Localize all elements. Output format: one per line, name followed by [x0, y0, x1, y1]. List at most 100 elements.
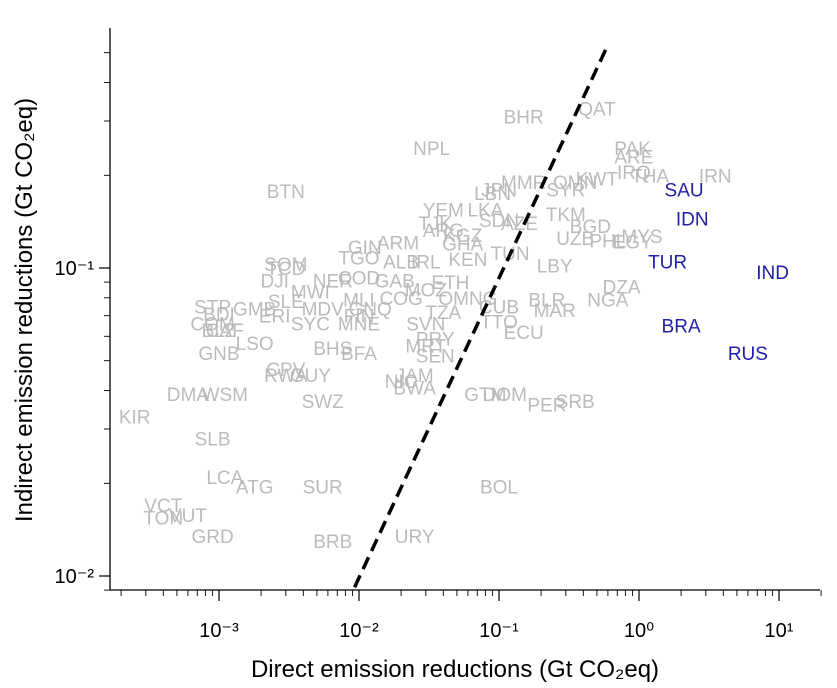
point-label-irq: IRQ	[617, 163, 651, 184]
point-label-nga: NGA	[587, 291, 629, 312]
point-label-rus: RUS	[728, 344, 768, 365]
x-axis-title: Direct emission reductions (Gt CO₂eq)	[251, 656, 659, 683]
point-label-lso: LSO	[236, 334, 274, 355]
point-label-guy: GUY	[290, 366, 332, 387]
point-label-mdv: MDV	[302, 299, 345, 320]
point-label-phl: PHL	[589, 231, 626, 252]
point-label-bdi: BDI	[203, 305, 235, 326]
point-label-idn: IDN	[676, 209, 709, 230]
point-label-ury: URY	[395, 527, 435, 548]
y-tick-label: 10⁻¹	[55, 258, 95, 280]
point-label-gha: GHA	[442, 235, 484, 256]
point-label-bra: BRA	[662, 317, 701, 338]
point-label-vut: VUT	[169, 506, 207, 527]
point-label-sur: SUR	[303, 478, 343, 499]
point-label-tur: TUR	[648, 253, 687, 274]
ticks-layer	[99, 52, 822, 601]
point-label-per: PER	[527, 396, 566, 417]
point-label-tha: THA	[631, 166, 669, 187]
point-label-gnb: GNB	[198, 344, 239, 365]
point-label-tto: TTO	[480, 313, 518, 334]
x-tick-label: 10⁰	[624, 620, 654, 642]
point-label-dom: DOM	[483, 385, 527, 406]
point-label-alb: ALB	[383, 253, 419, 274]
point-label-blz: BLZ	[202, 321, 237, 342]
axes-layer	[109, 28, 820, 591]
point-label-qat: QAT	[578, 99, 616, 120]
point-label-dza: DZA	[603, 278, 641, 299]
point-label-pry: PRY	[416, 330, 455, 351]
point-label-sen: SEN	[416, 347, 455, 368]
point-label-lka: LKA	[467, 200, 503, 221]
point-label-com: COM	[190, 315, 234, 336]
point-label-blr: BLR	[528, 291, 565, 312]
point-label-mar: MAR	[534, 301, 576, 322]
point-label-tcd: TCD	[266, 259, 305, 280]
point-label-cog: COG	[379, 289, 422, 310]
x-tick-label: 10⁻³	[199, 620, 239, 642]
y-axis-title: Indirect emission reductions (Gt CO₂eq)	[11, 98, 38, 522]
point-label-fin: FIN	[344, 307, 375, 328]
point-label-wsm: WSM	[202, 385, 248, 406]
point-label-sle: SLE	[268, 292, 304, 313]
point-label-svn: SVN	[406, 315, 445, 336]
point-label-tgo: TGO	[338, 249, 379, 270]
point-label-btn: BTN	[267, 182, 305, 203]
point-label-bwa: BWA	[393, 378, 436, 399]
point-label-som: SOM	[264, 255, 307, 276]
y-tick-label: 10⁻²	[55, 566, 95, 588]
point-label-grd: GRD	[191, 527, 233, 548]
point-label-cod: COD	[338, 269, 380, 290]
point-label-syc: SYC	[291, 315, 330, 336]
point-label-omng: OMNG	[438, 289, 497, 310]
point-label-dji: DJI	[260, 272, 289, 293]
point-label-kgz: KGZ	[443, 226, 482, 247]
point-label-tjk: TJK	[418, 214, 452, 235]
point-label-syr: SYR	[546, 180, 585, 201]
point-label-kir: KIR	[119, 407, 151, 428]
point-label-uzb: UZB	[556, 229, 594, 250]
point-label-bhs: BHS	[313, 339, 352, 360]
point-label-yem: YEM	[423, 200, 464, 221]
point-label-ton: TON	[143, 508, 183, 529]
point-label-jpn: JPN	[481, 180, 517, 201]
point-label-dma: DMA	[167, 385, 210, 406]
point-label-bol: BOL	[480, 478, 518, 499]
point-label-gtm: GTM	[464, 385, 506, 406]
point-label-ken: KEN	[448, 250, 487, 271]
point-label-sdn: SDN	[479, 211, 519, 232]
point-label-gin: GIN	[348, 238, 382, 259]
point-label-stp: STP	[194, 298, 231, 319]
point-label-vct: VCT	[144, 496, 182, 517]
point-label-mwi: MWI	[291, 282, 330, 303]
point-label-mys: MYS	[621, 227, 662, 248]
point-label-mrt: MRT	[405, 337, 446, 358]
point-label-pak: PAK	[614, 139, 651, 160]
point-label-moz: MOZ	[405, 281, 448, 302]
point-label-arg: ARG	[423, 221, 464, 242]
point-label-bfa: BFA	[341, 344, 377, 365]
point-label-lca: LCA	[206, 468, 243, 489]
point-label-egy: EGY	[613, 232, 653, 253]
point-label-atg: ATG	[236, 478, 274, 499]
point-label-sau: SAU	[665, 180, 704, 201]
point-label-srb: SRB	[556, 392, 595, 413]
point-label-eri: ERI	[259, 307, 291, 328]
point-label-rwa: RWA	[264, 366, 308, 387]
point-label-mne: MNE	[338, 315, 380, 336]
point-label-irl: IRL	[411, 253, 441, 274]
x-tick-label: 10⁻¹	[479, 620, 519, 642]
point-label-brb: BRB	[313, 532, 352, 553]
point-label-irn: IRN	[699, 166, 732, 187]
point-label-mli: MLI	[343, 291, 375, 312]
point-label-tkm: TKM	[546, 205, 586, 226]
point-label-gab: GAB	[375, 272, 415, 293]
point-label-omn: OMN	[553, 173, 597, 194]
point-label-gmb: GMB	[233, 299, 276, 320]
point-label-eth: ETH	[431, 273, 469, 294]
point-label-kwt: KWT	[576, 170, 619, 191]
point-label-npl: NPL	[413, 139, 450, 160]
